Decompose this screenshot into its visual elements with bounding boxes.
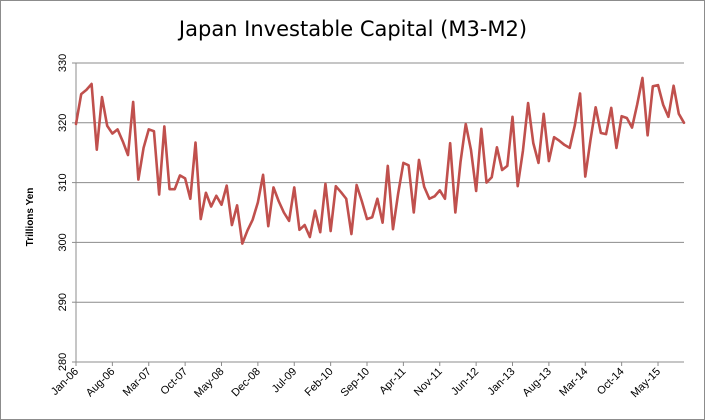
y-tick-label: 330 [57,54,69,72]
x-tick-label: Nov-11 [412,366,445,399]
x-tick-label: Jun-12 [449,366,481,398]
series-line [74,76,686,245]
x-tick-label: May-15 [629,366,663,400]
data-series [74,76,686,245]
x-tick-label: Jan-13 [485,366,517,398]
x-tick-label: Aug-13 [520,366,554,400]
x-tick-label: Jul-09 [270,366,300,396]
chart-title: Japan Investable Capital (M3-M2) [177,17,527,41]
gridlines [76,62,684,303]
x-tick-label: Oct-07 [158,366,190,398]
x-tick-label: Sep-10 [339,366,373,400]
x-tick-label: Dec-08 [229,366,263,400]
x-tick-label: Feb-10 [303,366,336,399]
y-axis-label: Trillions Yen [25,188,36,247]
axes [72,62,684,366]
x-tick-label: Mar-14 [557,366,590,399]
y-tick-label: 310 [57,173,69,191]
x-tick-label: Aug-06 [84,366,118,400]
x-tick-label: Mar-07 [121,366,154,399]
y-tick-labels: 280 290 300 310 320 330 [57,54,69,371]
x-tick-labels: Jan-06 Aug-06 Mar-07 Oct-07 May-08 Dec-08 Jul-… [49,366,663,400]
y-tick-label: 280 [57,353,69,371]
y-tick-label: 300 [57,233,69,251]
x-tick-label: Oct-14 [595,366,627,398]
x-tick-label: May-08 [192,366,226,400]
y-tick-label: 290 [57,293,69,311]
y-tick-label: 320 [57,114,69,132]
x-tick-label: Apr-11 [377,366,408,397]
